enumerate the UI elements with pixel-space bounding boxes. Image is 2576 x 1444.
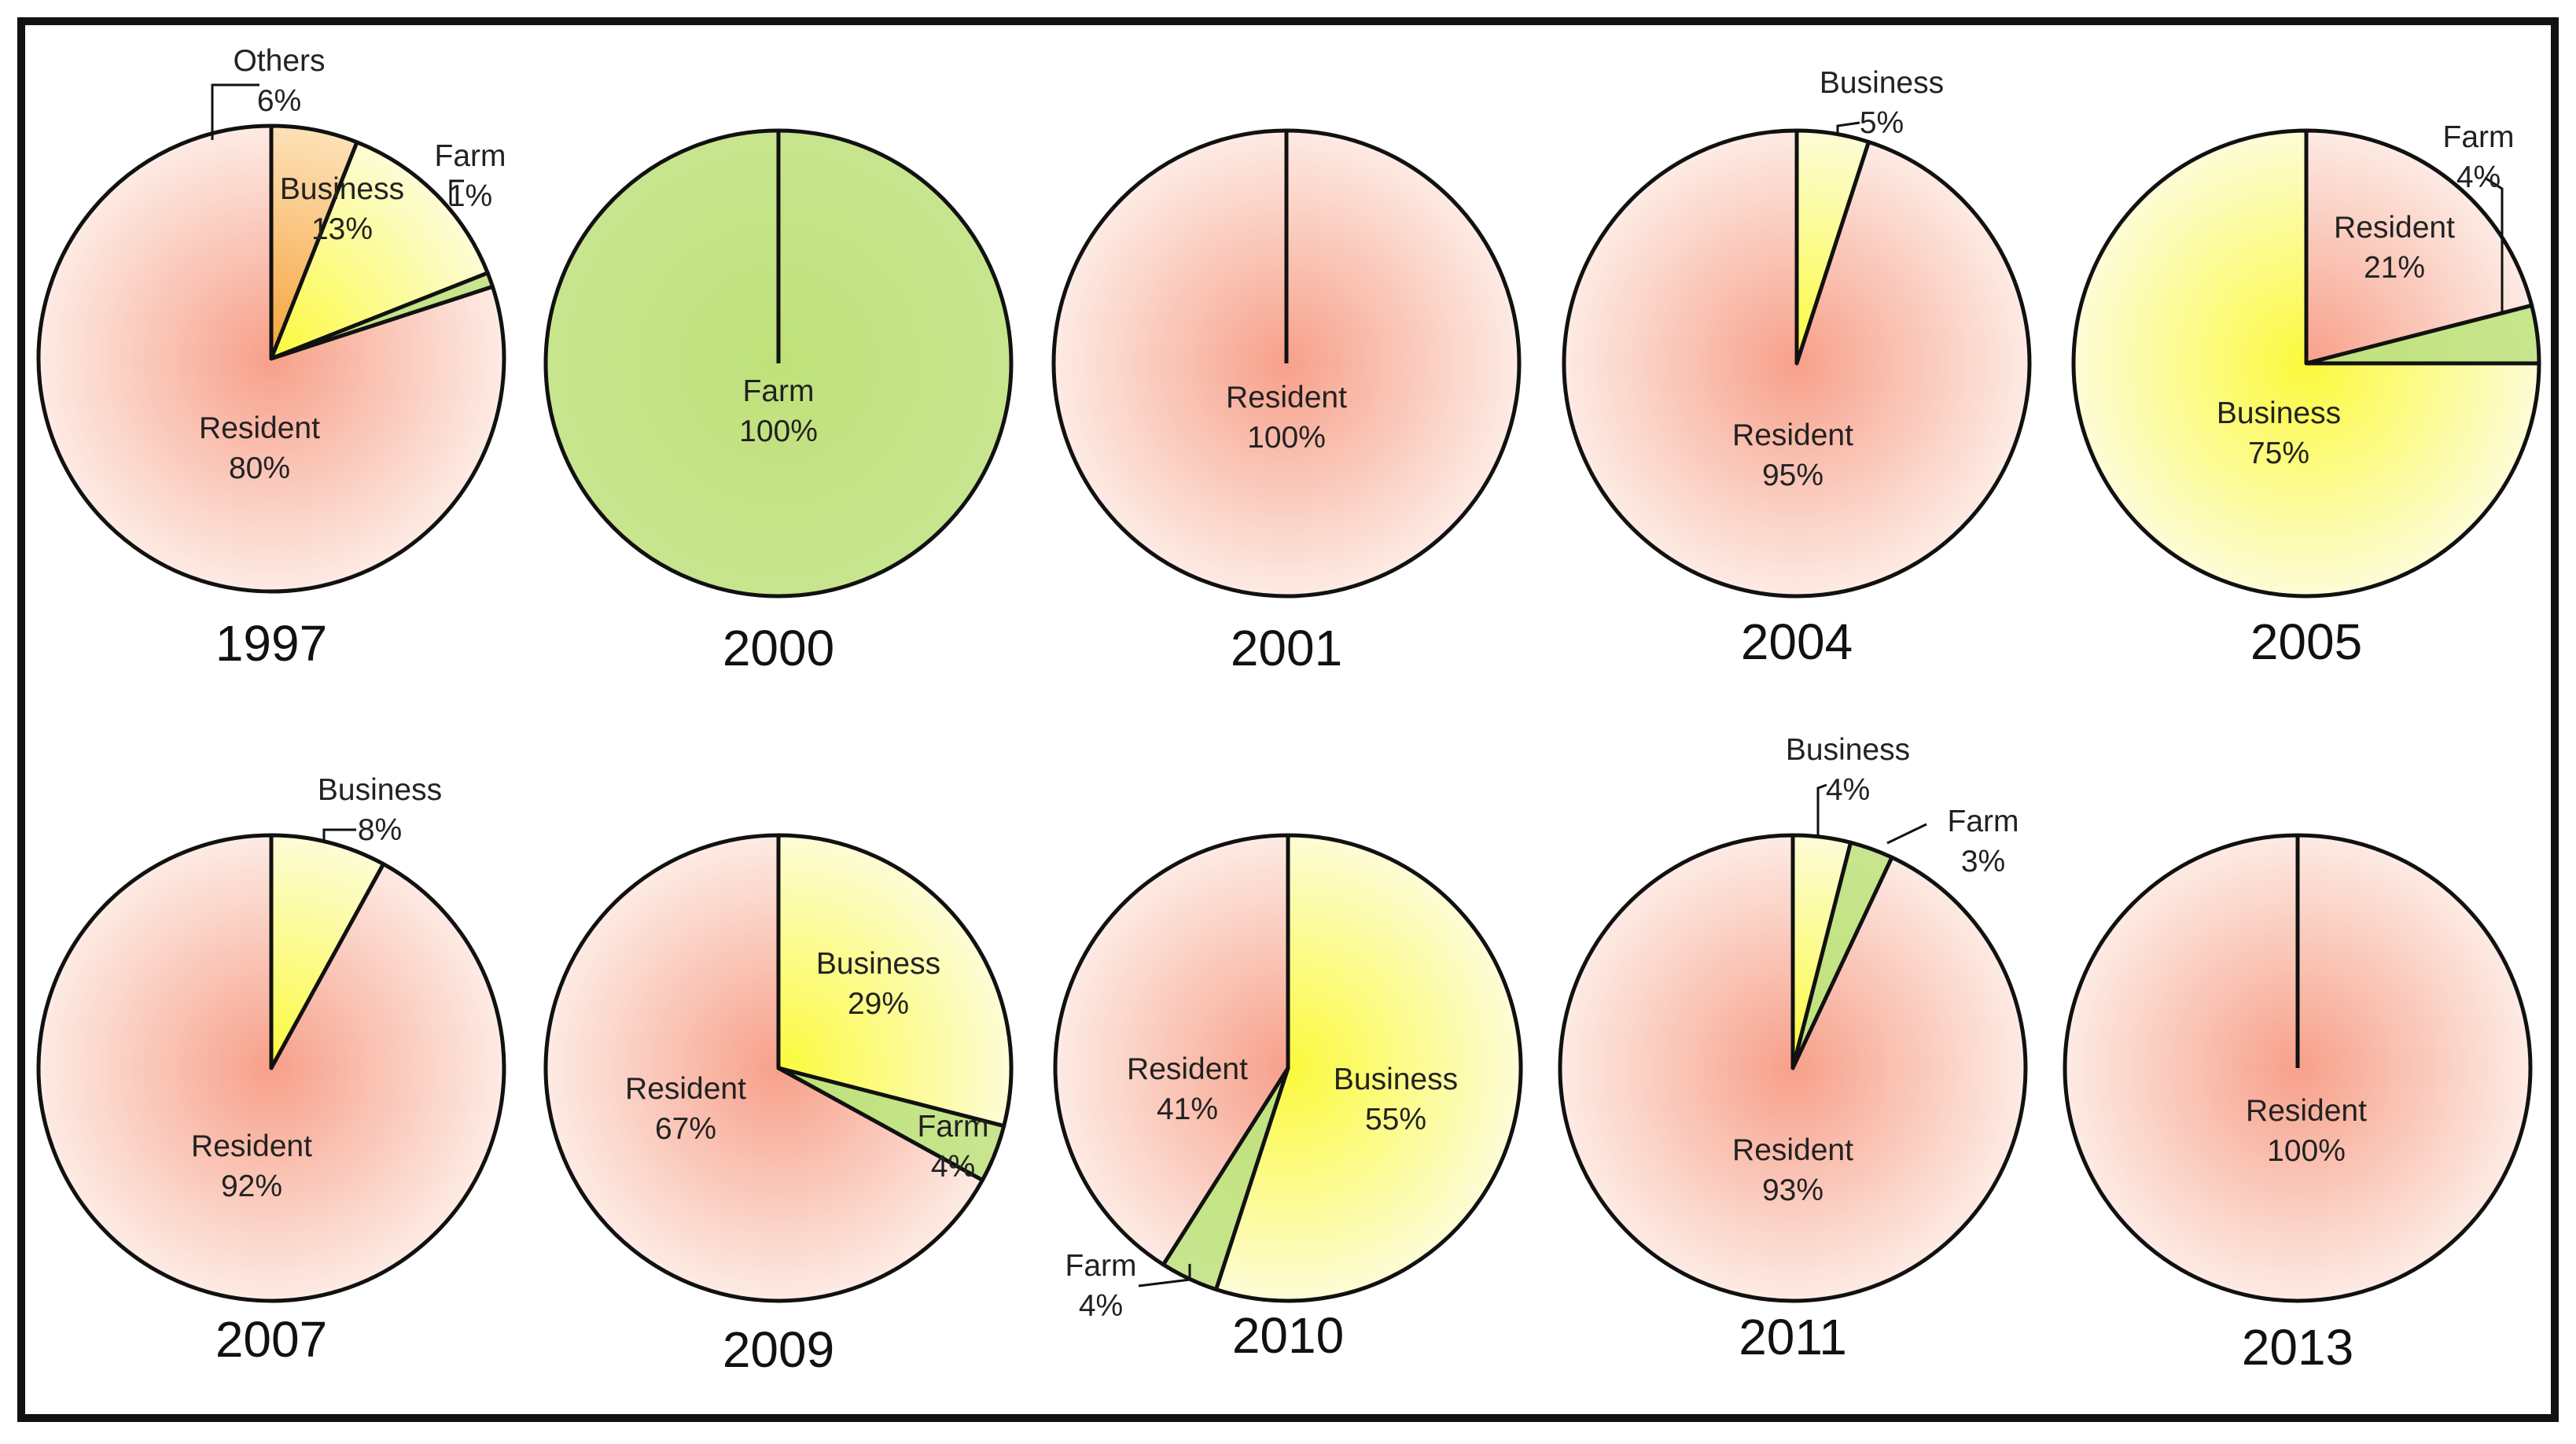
slice-value-2001-resident: 100% (1247, 421, 1326, 455)
year-label-2010: 2010 (1232, 1307, 1344, 1364)
year-label-2009: 2009 (723, 1321, 834, 1378)
slice-label-2011-farm: Farm (1948, 805, 2019, 838)
slice-label-2010-business: Business (1334, 1063, 1458, 1096)
leader-line-2007-business (322, 828, 356, 842)
slice-value-2004-resident: 95% (1762, 459, 1823, 492)
slice-value-2013-resident: 100% (2267, 1134, 2346, 1168)
slice-2007-business (269, 833, 386, 1070)
slice-value-2011-farm: 3% (1961, 845, 2005, 879)
year-label-2007: 2007 (215, 1311, 327, 1368)
pie-1997: Others 6% Business 13% Farm 1% Resident 80% 1997 (36, 44, 506, 672)
year-label-2004: 2004 (1741, 613, 1853, 670)
leader-line-2005-farm (2484, 176, 2504, 313)
slice-label-2010-resident: Resident (1127, 1052, 1248, 1086)
pie-2009: Business 29% Farm 4% Resident 67% 2009 (543, 833, 1014, 1378)
slice-value-1997-others: 6% (257, 84, 301, 118)
slice-label-2005-business: Business (2217, 396, 2341, 430)
slice-value-2005-resident: 21% (2364, 251, 2425, 285)
slice-label-1997-farm: Farm (435, 139, 506, 173)
slice-label-2010-farm: Farm (1065, 1249, 1137, 1283)
slice-value-2004-business: 5% (1860, 106, 1904, 140)
slice-label-2011-business: Business (1786, 733, 1910, 767)
slice-2007-resident (36, 833, 506, 1303)
slice-2009-business (776, 833, 1014, 1129)
slice-2004-resident (1562, 128, 2032, 599)
year-label-2001: 2001 (1231, 620, 1342, 676)
slice-value-1997-resident: 80% (229, 451, 290, 485)
slice-value-2009-farm: 4% (931, 1150, 975, 1184)
pie-2005: Resident 21% Farm 4% Business 75% 2005 (2071, 120, 2541, 670)
slice-value-2007-business: 8% (358, 813, 402, 847)
slice-1997-business (269, 140, 490, 361)
pie-2013: Resident 100% 2013 (2063, 833, 2533, 1376)
leader-line-2004-business (1836, 121, 1860, 136)
slice-2010-business (1214, 833, 1523, 1303)
slice-value-2011-resident: 93% (1762, 1173, 1823, 1207)
slice-1997-resident (36, 123, 506, 594)
slice-label-2004-business: Business (1820, 66, 1944, 100)
slice-label-2001-resident: Resident (1226, 381, 1347, 414)
year-label-2000: 2000 (723, 620, 834, 676)
slice-label-2000-farm: Farm (743, 374, 815, 408)
leader-line-1997-farm (449, 179, 464, 204)
slice-value-1997-farm: 1% (448, 179, 492, 213)
pie-2004: Business 5% Resident 95% 2004 (1562, 66, 2032, 670)
slice-value-2010-business: 55% (1365, 1103, 1426, 1136)
slice-value-2010-farm: 4% (1079, 1289, 1123, 1323)
pie-2010: Business 55% Farm 4% Resident 41% 2010 (1053, 833, 1523, 1364)
slice-2005-business (2071, 128, 2541, 599)
slice-label-2007-resident: Resident (191, 1129, 312, 1163)
slice-label-2009-resident: Resident (625, 1072, 746, 1106)
leader-line-2011-farm (1886, 823, 1927, 845)
slice-2009-resident (543, 833, 984, 1303)
slice-label-2004-resident: Resident (1732, 418, 1853, 452)
slice-value-2005-business: 75% (2248, 437, 2309, 470)
slice-2011-resident (1558, 833, 2028, 1303)
pie-2000: Farm 100% 2000 (543, 128, 1014, 676)
slice-value-2009-business: 29% (848, 987, 909, 1021)
pie-2007: Business 8% Resident 92% 2007 (36, 773, 506, 1368)
slice-value-2011-business: 4% (1826, 773, 1870, 807)
slice-value-2007-resident: 92% (221, 1170, 282, 1203)
slice-value-2009-resident: 67% (655, 1112, 716, 1146)
slice-label-1997-business: Business (280, 172, 404, 206)
slice-label-2005-farm: Farm (2443, 120, 2515, 154)
leader-line-2011-business (1816, 783, 1827, 838)
slice-label-1997-others: Others (233, 44, 325, 78)
slice-label-2007-business: Business (318, 773, 442, 807)
slice-2005-resident (2304, 128, 2534, 366)
year-label-2013: 2013 (2242, 1319, 2353, 1376)
slice-value-2010-resident: 41% (1157, 1092, 1218, 1126)
slice-label-2009-business: Business (816, 947, 940, 981)
slice-2010-resident (1053, 833, 1290, 1267)
slice-value-1997-business: 13% (311, 212, 373, 246)
pie-2001: Resident 100% 2001 (1051, 128, 1522, 676)
pie-2011: Business 4% Farm 3% Resident 93% 2011 (1558, 733, 2028, 1365)
leader-line-1997-others (211, 83, 259, 140)
slice-label-2009-farm: Farm (918, 1110, 989, 1144)
year-label-2005: 2005 (2250, 613, 2362, 670)
slice-label-1997-resident: Resident (199, 411, 320, 445)
slice-value-2000-farm: 100% (739, 414, 818, 448)
slice-value-2005-farm: 4% (2456, 160, 2501, 194)
slice-label-2013-resident: Resident (2246, 1094, 2367, 1128)
slice-label-2005-resident: Resident (2334, 211, 2455, 245)
year-label-2011: 2011 (1739, 1309, 1847, 1365)
slice-label-2011-resident: Resident (1732, 1133, 1853, 1167)
year-label-1997: 1997 (215, 615, 327, 672)
leader-line-2010-farm (1138, 1264, 1191, 1287)
